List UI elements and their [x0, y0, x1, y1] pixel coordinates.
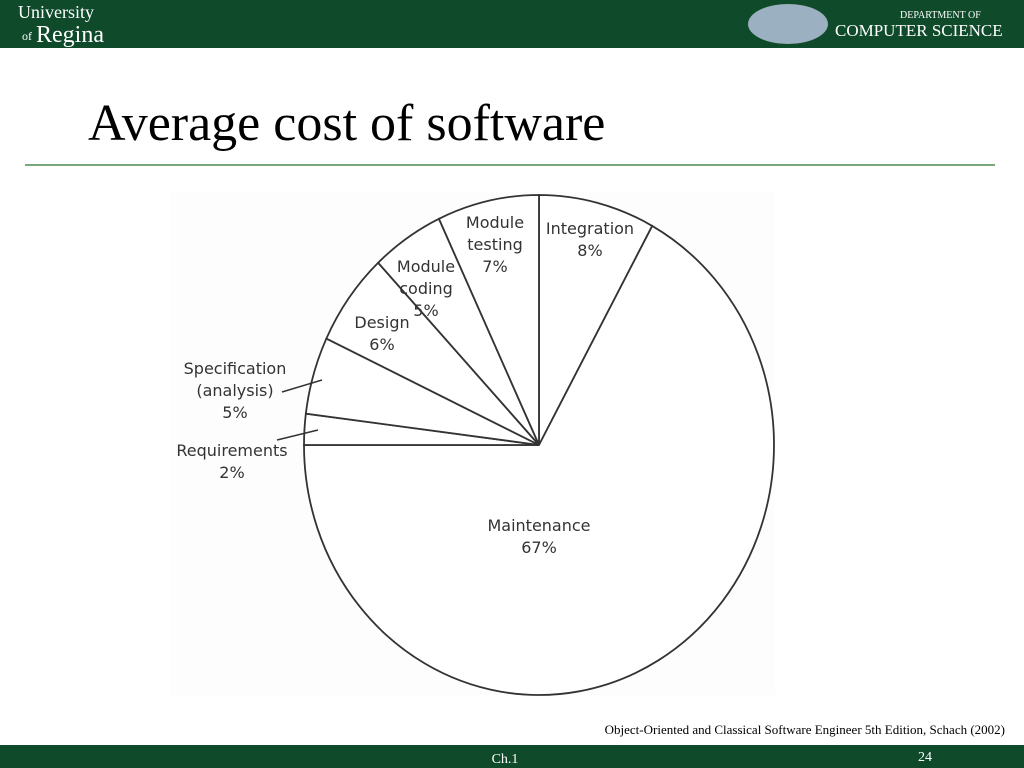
department-of: DEPARTMENT OF: [900, 10, 981, 21]
of: of: [22, 29, 32, 43]
regina: Regina: [36, 22, 104, 48]
category-label: Design: [354, 313, 410, 332]
pie-slice: [303, 224, 775, 696]
dept-logo: [748, 4, 828, 44]
value-label: 6%: [369, 335, 395, 354]
category-label: Maintenance: [487, 516, 591, 535]
pie-slice: [538, 194, 654, 446]
category-label: Requirements: [176, 441, 288, 460]
slice-label: Module testing 7%: [460, 212, 530, 278]
pie-slice: [437, 194, 540, 446]
slice-label: Specification (analysis) 5%: [170, 358, 300, 424]
value-label: 5%: [413, 301, 439, 320]
category-label: Module testing: [465, 213, 525, 254]
slice-label: Requirements 2%: [162, 440, 302, 484]
category-label: Specification (analysis): [183, 359, 287, 400]
category-label: Integration: [545, 219, 635, 238]
value-label: 5%: [222, 403, 248, 422]
category-label: Module coding: [396, 257, 456, 298]
slice-label: Design 6%: [342, 312, 422, 356]
value-label: 7%: [482, 257, 508, 276]
footer-bar: [0, 745, 1024, 768]
leader-line: [281, 379, 323, 393]
slice-label: Integration 8%: [525, 218, 655, 262]
leader-line: [276, 429, 319, 441]
university: University: [18, 2, 94, 22]
slide-title: Average cost of software: [88, 95, 605, 152]
chapter: Ch.1: [492, 752, 519, 767]
header-bar: [0, 0, 1024, 48]
slice-label: Maintenance 67%: [469, 515, 609, 559]
value-label: 67%: [521, 538, 557, 557]
value-label: 2%: [219, 463, 245, 482]
slice-label: Module coding 5%: [391, 256, 461, 322]
value-label: 8%: [577, 241, 603, 260]
pie: [303, 194, 775, 696]
page-number: 24: [918, 750, 932, 765]
citation: Object-Oriented and Classical Software E…: [605, 722, 1005, 737]
computer-science: COMPUTER SCIENCE: [835, 21, 1003, 40]
